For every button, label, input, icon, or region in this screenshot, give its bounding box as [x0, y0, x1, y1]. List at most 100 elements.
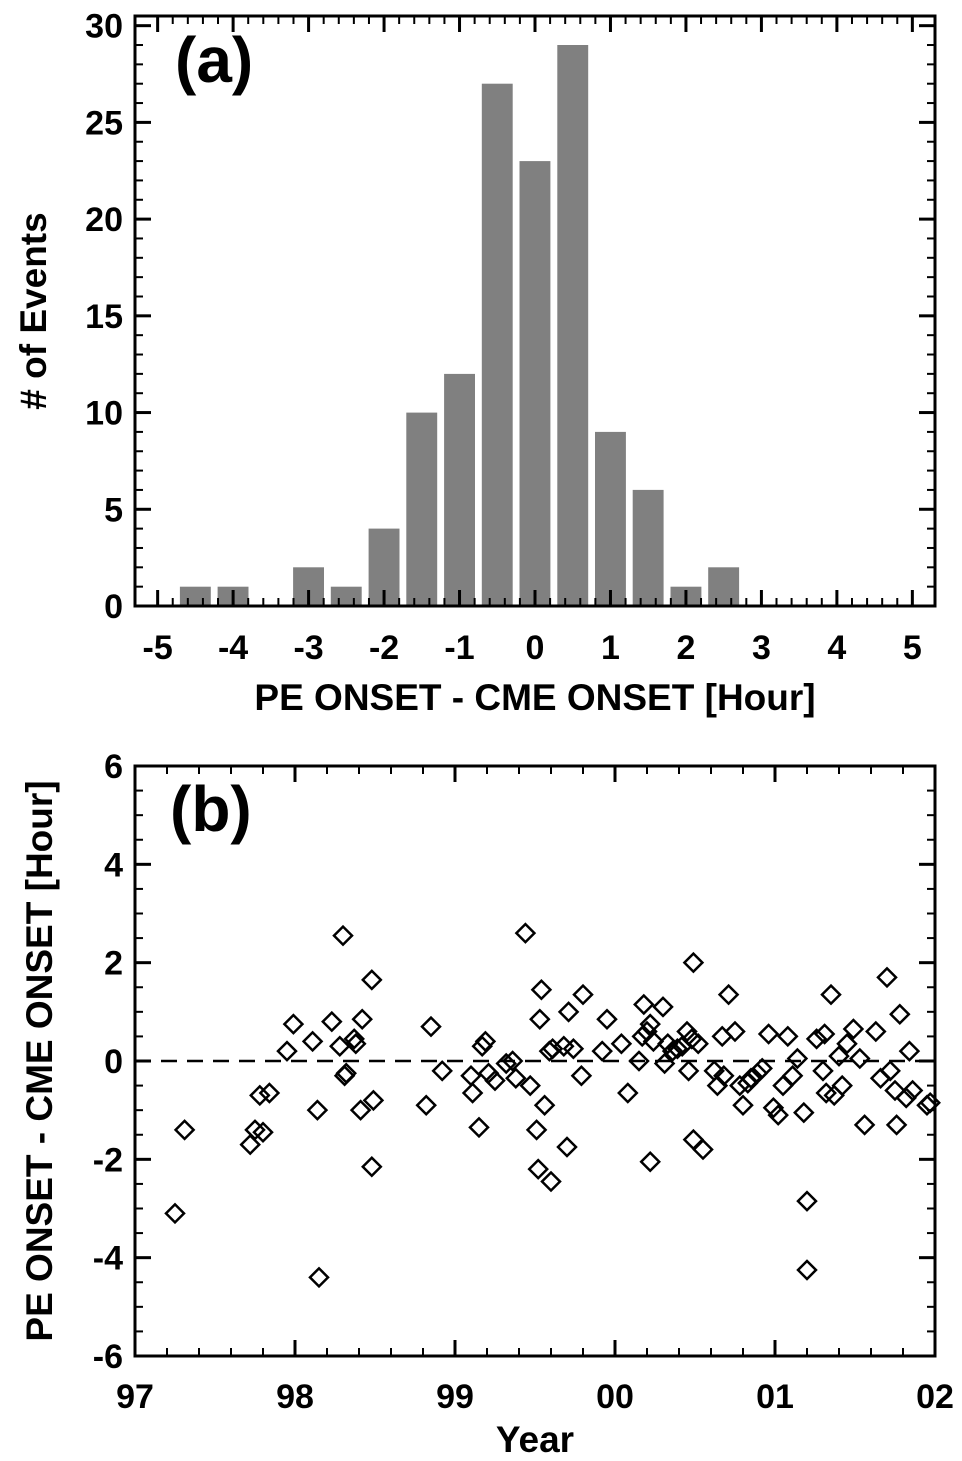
- scatter-point: [786, 1047, 809, 1070]
- scatter-point: [362, 1089, 385, 1112]
- scatter-point: [916, 1094, 938, 1117]
- scatter-tick-marks: [133, 764, 937, 1358]
- scatter-point: [884, 1079, 906, 1102]
- scatter-point: [796, 1259, 818, 1281]
- scatter-point: [420, 1015, 442, 1038]
- scatter-point: [677, 1060, 700, 1082]
- scatter-point: [713, 1064, 735, 1087]
- scatter-point: [781, 1064, 804, 1087]
- scatter-point: [813, 1023, 836, 1045]
- x-tick-label: -1: [444, 629, 474, 667]
- scatter-point: [570, 1064, 593, 1087]
- scatter-point: [276, 1040, 298, 1062]
- scatter-point: [351, 1008, 373, 1030]
- scatter-point: [332, 924, 354, 947]
- scatter-point: [772, 1074, 794, 1097]
- x-tick-label: 99: [436, 1378, 474, 1416]
- scatter-point: [687, 1033, 709, 1055]
- histogram-x-tick-labels: -5 -4 -3 -2 -1 0 1 2 3 4 5: [143, 629, 922, 667]
- scatter-point: [652, 996, 674, 1018]
- scatter-point: [661, 1040, 684, 1062]
- scatter-point: [361, 1155, 383, 1178]
- y-tick-label: -2: [93, 1141, 123, 1179]
- scatter-panel-label: (b): [170, 773, 252, 845]
- scatter-point: [901, 1079, 924, 1102]
- scatter-point: [505, 1067, 527, 1089]
- scatter-point: [471, 1035, 493, 1058]
- scatter-point: [777, 1025, 799, 1048]
- histogram-tick-marks: [135, 16, 935, 608]
- scatter-point: [525, 1119, 548, 1141]
- scatter-point: [682, 951, 705, 974]
- x-tick-label: 5: [903, 629, 922, 667]
- scatter-point: [820, 983, 842, 1006]
- scatter-point: [572, 983, 594, 1006]
- y-tick-label: 4: [104, 846, 123, 884]
- y-tick-label: 2: [104, 945, 123, 983]
- scatter-point: [249, 1084, 271, 1107]
- scatter-point: [468, 1116, 490, 1139]
- scatter-point: [461, 1082, 484, 1104]
- scatter-point: [793, 1101, 815, 1124]
- x-tick-label: -5: [143, 629, 173, 667]
- scatter-x-tick-labels: 97 98 99 00 01 02: [116, 1378, 954, 1416]
- histogram-bar: [519, 161, 551, 606]
- scatter-point: [767, 1104, 789, 1126]
- scatter-point: [501, 1050, 524, 1072]
- scatter-point: [431, 1060, 453, 1082]
- scatter-point: [321, 1010, 343, 1033]
- histogram-bar: [595, 431, 626, 606]
- histogram-bar: [708, 567, 740, 606]
- scatter-point: [639, 1013, 661, 1035]
- scatter-point: [849, 1047, 871, 1070]
- scatter-x-axis-label: Year: [496, 1419, 574, 1460]
- x-tick-label: 1: [601, 629, 620, 667]
- scatter-point: [514, 922, 537, 944]
- scatter-point: [361, 969, 383, 991]
- scatter-point: [343, 1028, 365, 1050]
- scatter-y-tick-labels: -6 -4 -2 0 2 4 6: [93, 748, 123, 1376]
- scatter-point: [562, 1037, 585, 1060]
- scatter-point: [876, 966, 898, 989]
- scatter-point: [812, 1060, 834, 1082]
- histogram-x-axis-label: PE ONSET - CME ONSET [Hour]: [254, 677, 815, 718]
- scatter-point: [460, 1064, 482, 1087]
- scatter-point: [895, 1087, 917, 1109]
- histogram-y-tick-labels: 0 5 10 15 20 25 30: [85, 8, 123, 626]
- scatter-point: [751, 1057, 773, 1080]
- scatter-y-axis-label: PE ONSET - CME ONSET [Hour]: [19, 780, 60, 1341]
- x-tick-label: 98: [276, 1378, 314, 1416]
- scatter-point: [762, 1096, 785, 1119]
- scatter-point: [349, 1099, 372, 1121]
- x-tick-label: 0: [526, 629, 545, 667]
- scatter-point: [610, 1033, 633, 1055]
- histogram-bar: [632, 489, 664, 606]
- scatter-point: [308, 1266, 330, 1289]
- scatter-point: [345, 1033, 367, 1055]
- scatter-point: [628, 1050, 650, 1072]
- y-tick-label: 5: [104, 491, 123, 529]
- y-tick-label: 0: [104, 588, 123, 626]
- scatter-point: [591, 1040, 613, 1062]
- x-tick-label: -3: [293, 629, 323, 667]
- x-tick-label: 02: [916, 1378, 954, 1416]
- scatter-point: [301, 1030, 324, 1053]
- x-tick-label: 01: [756, 1378, 794, 1416]
- histogram-panel-label: (a): [175, 24, 253, 96]
- scatter-point: [258, 1082, 281, 1104]
- scatter-point: [898, 1040, 921, 1062]
- scatter-point: [529, 1008, 551, 1030]
- scatter-point: [484, 1069, 506, 1092]
- scatter-point: [282, 1013, 305, 1035]
- scatter-point: [732, 1094, 754, 1117]
- scatter-point: [717, 983, 740, 1006]
- y-tick-label: 25: [85, 104, 123, 142]
- scatter-point: [557, 1001, 580, 1023]
- y-tick-label: 0: [104, 1043, 123, 1081]
- x-tick-label: 4: [827, 629, 846, 667]
- scatter-point: [252, 1121, 274, 1144]
- scatter-point: [657, 1033, 679, 1055]
- histogram-bar: [406, 412, 438, 606]
- histogram-bar: [444, 373, 475, 606]
